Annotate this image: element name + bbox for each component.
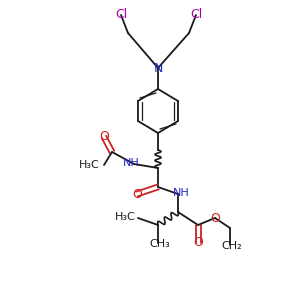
Text: Cl: Cl [115,8,127,22]
Text: H₃C: H₃C [115,212,136,222]
Text: O: O [210,212,220,224]
Text: Cl: Cl [190,8,202,22]
Text: NH: NH [172,188,189,198]
Text: O: O [132,188,142,200]
Text: NH: NH [123,158,140,168]
Text: CH₂: CH₂ [222,241,242,251]
Text: O: O [193,236,203,250]
Text: N: N [153,61,163,74]
Text: H₃C: H₃C [79,160,100,170]
Text: O: O [99,130,109,143]
Text: CH₃: CH₃ [150,239,170,249]
